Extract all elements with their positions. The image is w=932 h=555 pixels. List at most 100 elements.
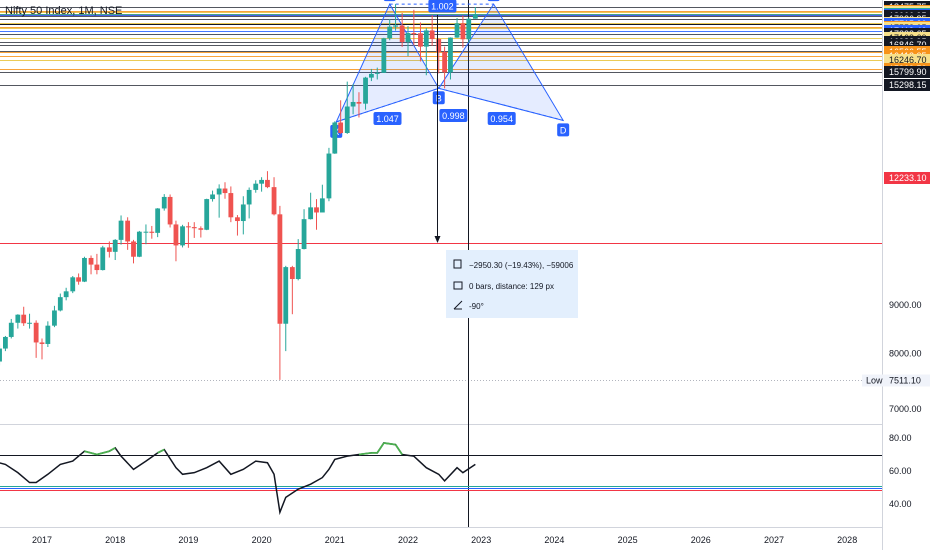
candle-body	[64, 291, 69, 297]
pattern-ratio-text: 1.047	[376, 114, 399, 124]
candle-body	[15, 315, 20, 323]
candle-body	[424, 30, 429, 46]
pattern-ratio: 1.047	[374, 112, 402, 125]
candle-body	[210, 194, 215, 199]
candle-body	[217, 189, 222, 195]
candle-body	[308, 207, 313, 219]
candle-body	[198, 228, 203, 230]
candle	[155, 208, 160, 237]
candle	[204, 199, 209, 230]
candle-body	[155, 208, 160, 232]
candle-body	[418, 33, 423, 46]
candle-body	[3, 337, 8, 349]
pattern-ratio: 0.954	[488, 112, 516, 125]
time-axis-label: 2024	[544, 535, 564, 545]
candle-body	[168, 197, 173, 224]
candle-body	[9, 323, 14, 337]
pattern-label-box	[384, 0, 396, 1]
candle-body	[351, 102, 356, 107]
candle-body	[314, 207, 319, 212]
measure-price-change: −2950.30 (−19.43%), −59006	[469, 261, 574, 270]
candle	[137, 231, 142, 257]
candle-body	[369, 74, 374, 78]
candle-body	[0, 349, 2, 362]
pattern-ratio-text: 0.954	[490, 114, 513, 124]
measure-bars-distance: 0 bars, distance: 129 px	[469, 282, 554, 291]
candle-body	[174, 224, 179, 245]
candle-body	[272, 187, 277, 214]
candle-body	[393, 25, 398, 26]
candle-body	[448, 38, 453, 73]
candle-body	[455, 23, 460, 37]
candle-body	[204, 199, 209, 230]
candle-body	[45, 326, 50, 344]
low-marker-label: Low	[866, 376, 883, 386]
candle-body	[320, 198, 325, 212]
candle-body	[223, 189, 228, 194]
candle-body	[381, 38, 386, 73]
time-axis-label: 2017	[32, 535, 52, 545]
candle-body	[278, 214, 283, 323]
price-axis-label: 8000.00	[889, 349, 922, 359]
candle-body	[52, 310, 57, 325]
candle-body	[137, 232, 142, 257]
candle-body	[21, 315, 26, 324]
candle-body	[95, 265, 100, 270]
candle-body	[338, 122, 343, 133]
time-axis-label: 2021	[325, 535, 345, 545]
candle-body	[40, 342, 45, 344]
candle	[466, 17, 471, 42]
candle	[180, 225, 185, 248]
candle-body	[144, 232, 149, 233]
candle-body	[253, 184, 258, 190]
candle-body	[466, 19, 471, 40]
candle-body	[265, 180, 270, 187]
pattern-label-c: C	[488, 0, 500, 1]
candle	[82, 257, 87, 282]
candle-body	[430, 30, 435, 39]
candle-body	[345, 107, 350, 133]
candle-body	[387, 27, 392, 39]
time-axis-label: 2018	[105, 535, 125, 545]
candle-body	[411, 33, 416, 34]
candle-body	[235, 217, 240, 221]
candle-body	[162, 197, 167, 209]
candle	[70, 276, 75, 293]
candle	[327, 148, 332, 201]
time-axis-label: 2019	[178, 535, 198, 545]
pattern-ratio: 1.002	[428, 0, 456, 12]
time-axis-label: 2022	[398, 535, 418, 545]
candle-body	[461, 23, 466, 39]
time-axis-label: 2025	[618, 535, 638, 545]
candle-body	[70, 277, 75, 291]
candle-body	[119, 221, 124, 240]
candle-body	[27, 323, 32, 324]
pattern-label-text: B	[436, 93, 442, 103]
time-axis-label: 2026	[691, 535, 711, 545]
candle-body	[113, 240, 118, 252]
rsi-axis-label: 60.00	[889, 466, 912, 476]
price-axis-label: 7000.00	[889, 404, 922, 414]
pattern-label-box	[488, 0, 500, 1]
candle-body	[149, 232, 154, 233]
chart-title: Nifty 50 Index, 1M, NSE	[5, 5, 122, 17]
candle-body	[473, 14, 478, 19]
pattern-ratio-text: 1.002	[431, 1, 454, 11]
candle-body	[290, 267, 295, 279]
pattern-ratio-text: 0.998	[442, 111, 465, 121]
candle-body	[363, 78, 368, 104]
price-badge: 15799.90	[884, 66, 930, 78]
price-badge: 12233.10	[884, 172, 930, 184]
candle-body	[259, 180, 264, 184]
candle-body	[357, 102, 362, 104]
candle-body	[107, 247, 112, 251]
candle-body	[180, 226, 185, 245]
candle-body	[58, 297, 63, 310]
time-axis-label: 2023	[471, 535, 491, 545]
candle	[381, 38, 386, 73]
time-axis-label: 2028	[837, 535, 857, 545]
pattern-label-a: A	[384, 0, 396, 1]
